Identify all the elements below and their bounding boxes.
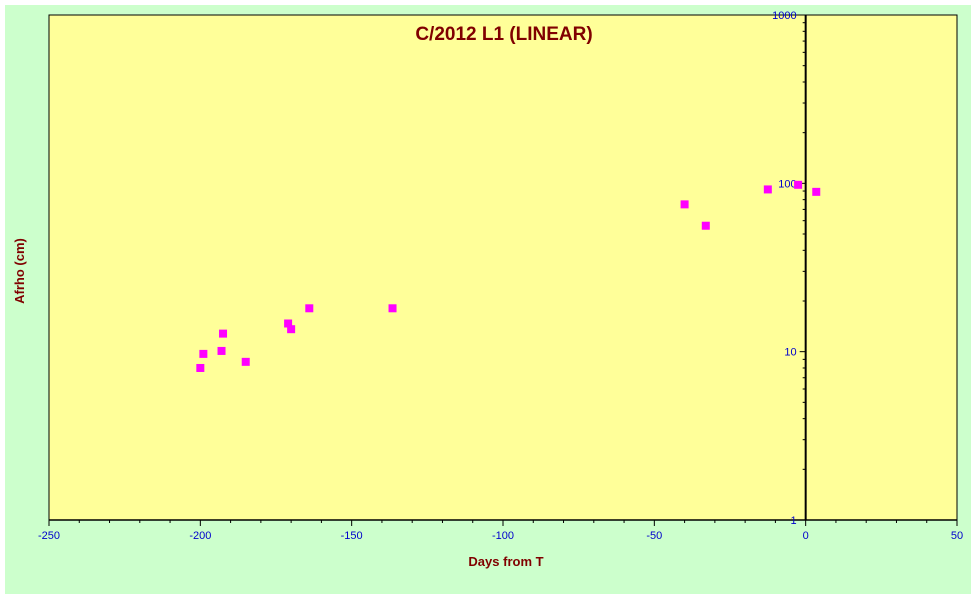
data-point xyxy=(217,346,226,355)
data-point xyxy=(680,200,689,209)
x-tick-label: -150 xyxy=(341,530,363,542)
plot-area xyxy=(48,14,958,521)
y-tick-label: 1 xyxy=(791,515,797,527)
x-tick-labels: -250 -200 -150 -100 -50 0 50 xyxy=(38,530,963,542)
data-point xyxy=(287,325,296,334)
axes-layer xyxy=(49,15,957,521)
y-tick-label: 1000 xyxy=(772,10,796,22)
points-layer xyxy=(196,180,821,372)
y-axis-label: Afrho (cm) xyxy=(12,238,27,304)
data-point xyxy=(196,363,205,372)
data-point xyxy=(305,304,314,313)
x-tick-label: -200 xyxy=(189,530,211,542)
data-point xyxy=(241,357,250,366)
data-point xyxy=(794,180,803,189)
chart-title: C/2012 L1 (LINEAR) xyxy=(415,24,592,45)
data-point xyxy=(219,329,228,338)
data-point xyxy=(812,187,821,196)
x-tick-label: 0 xyxy=(803,530,809,542)
x-tick-label: -250 xyxy=(38,530,60,542)
y-tick-labels: 1 10 100 1000 xyxy=(772,10,796,527)
data-point xyxy=(763,185,772,194)
x-tick-label: -50 xyxy=(646,530,662,542)
x-axis-label: Days from T xyxy=(468,554,543,569)
data-point xyxy=(199,349,208,358)
data-point xyxy=(284,319,293,328)
x-tick-label: -100 xyxy=(492,530,514,542)
y-tick-label: 100 xyxy=(778,178,796,190)
data-point xyxy=(701,221,710,230)
data-point xyxy=(388,304,397,313)
x-tick-label: 50 xyxy=(951,530,963,542)
y-tick-label: 10 xyxy=(784,347,796,359)
